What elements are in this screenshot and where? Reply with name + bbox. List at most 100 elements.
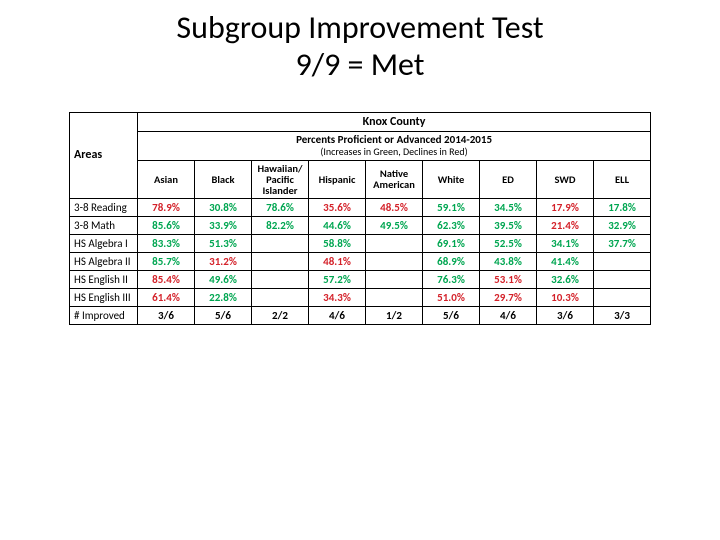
row-label: 3-8 Reading [70,198,138,216]
table-container: Areas Knox County Percents Proficient or… [69,112,651,325]
header-row-2: Percents Proficient or Advanced 2014-201… [70,131,651,160]
data-cell: 17.9% [537,198,594,216]
data-cell: 52.5% [480,234,537,252]
row-label: HS Algebra II [70,252,138,270]
table-row: 3-8 Reading78.9%30.8%78.6%35.6%48.5%59.1… [70,198,651,216]
title-line-1: Subgroup Improvement Test [176,8,543,47]
row-label: HS Algebra I [70,234,138,252]
data-cell [252,252,309,270]
slide: Subgroup Improvement Test 9/9 = Met Area… [0,0,720,540]
data-cell: 37.7% [594,234,651,252]
data-cell: 59.1% [423,198,480,216]
table-row: HS Algebra I83.3%51.3% 58.8% 69.1%52.5%34.… [70,234,651,252]
data-cell [252,270,309,288]
header-row-1: Areas Knox County [70,112,651,131]
column-header: Black [195,160,252,198]
data-cell [594,252,651,270]
row-label: 3-8 Math [70,216,138,234]
column-header: NativeAmerican [366,160,423,198]
data-cell: 41.4% [537,252,594,270]
improved-cell: 4/6 [480,306,537,324]
data-cell: 48.5% [366,198,423,216]
table-row: 3-8 Math85.6%33.9%82.2%44.6%49.5%62.3%39… [70,216,651,234]
column-header: Hispanic [309,160,366,198]
column-header: ELL [594,160,651,198]
row-label: HS English II [70,270,138,288]
data-cell: 58.8% [309,234,366,252]
table-body: 3-8 Reading78.9%30.8%78.6%35.6%48.5%59.1… [70,198,651,306]
row-label: HS English III [70,288,138,306]
data-cell: 53.1% [480,270,537,288]
data-cell: 32.9% [594,216,651,234]
data-cell: 82.2% [252,216,309,234]
data-cell: 78.9% [138,198,195,216]
data-cell: 85.7% [138,252,195,270]
subhead-paren: (Increases in Green, Declines in Red) [320,145,467,158]
data-cell: 83.3% [138,234,195,252]
data-cell: 21.4% [537,216,594,234]
data-cell: 39.5% [480,216,537,234]
subhead-main: Percents Proficient or Advanced 2014-201… [296,133,492,146]
data-cell: 48.1% [309,252,366,270]
data-cell: 69.1% [423,234,480,252]
data-cell [366,252,423,270]
areas-header: Areas [70,112,138,198]
data-cell: 68.9% [423,252,480,270]
data-cell: 85.6% [138,216,195,234]
data-cell: 43.8% [480,252,537,270]
column-headers-row: AsianBlackHawaiian/PacificIslanderHispan… [70,160,651,198]
improved-row: # Improved 3/65/62/24/61/25/64/63/63/3 [70,306,651,324]
improved-cell: 2/2 [252,306,309,324]
data-cell: 32.6% [537,270,594,288]
data-cell: 17.8% [594,198,651,216]
slide-title: Subgroup Improvement Test 9/9 = Met [60,10,660,84]
table-row: HS English III61.4%22.8%34.3%51.0%29.7%1… [70,288,651,306]
column-header: Hawaiian/PacificIslander [252,160,309,198]
data-cell: 61.4% [138,288,195,306]
title-line-2: 9/9 = Met [295,45,424,84]
data-cell [252,288,309,306]
data-cell [366,234,423,252]
column-header: SWD [537,160,594,198]
data-cell: 35.6% [309,198,366,216]
data-cell [252,234,309,252]
data-cell [594,270,651,288]
data-cell: 49.6% [195,270,252,288]
improved-cell: 3/6 [138,306,195,324]
column-header: ED [480,160,537,198]
data-cell: 34.3% [309,288,366,306]
data-cell: 62.3% [423,216,480,234]
column-header: Asian [138,160,195,198]
data-cell: 10.3% [537,288,594,306]
data-cell: 34.5% [480,198,537,216]
data-cell: 76.3% [423,270,480,288]
improved-cell: 5/6 [195,306,252,324]
table-row: HS English II85.4%49.6% 57.2% 76.3%53.1%32… [70,270,651,288]
data-cell: 85.4% [138,270,195,288]
proficiency-table: Areas Knox County Percents Proficient or… [69,112,651,325]
data-cell: 29.7% [480,288,537,306]
data-cell: 31.2% [195,252,252,270]
data-cell: 51.0% [423,288,480,306]
data-cell: 34.1% [537,234,594,252]
data-cell: 30.8% [195,198,252,216]
data-cell [366,270,423,288]
data-cell: 57.2% [309,270,366,288]
data-cell: 33.9% [195,216,252,234]
data-cell: 78.6% [252,198,309,216]
subheader: Percents Proficient or Advanced 2014-201… [138,131,651,160]
table-row: HS Algebra II85.7%31.2% 48.1% 68.9%43.8%41… [70,252,651,270]
data-cell [366,288,423,306]
data-cell [594,288,651,306]
column-header: White [423,160,480,198]
improved-cell: 4/6 [309,306,366,324]
improved-cell: 3/3 [594,306,651,324]
improved-label: # Improved [70,306,138,324]
improved-cell: 5/6 [423,306,480,324]
data-cell: 44.6% [309,216,366,234]
improved-cell: 1/2 [366,306,423,324]
improved-cell: 3/6 [537,306,594,324]
data-cell: 49.5% [366,216,423,234]
knox-county-header: Knox County [138,112,651,131]
data-cell: 51.3% [195,234,252,252]
